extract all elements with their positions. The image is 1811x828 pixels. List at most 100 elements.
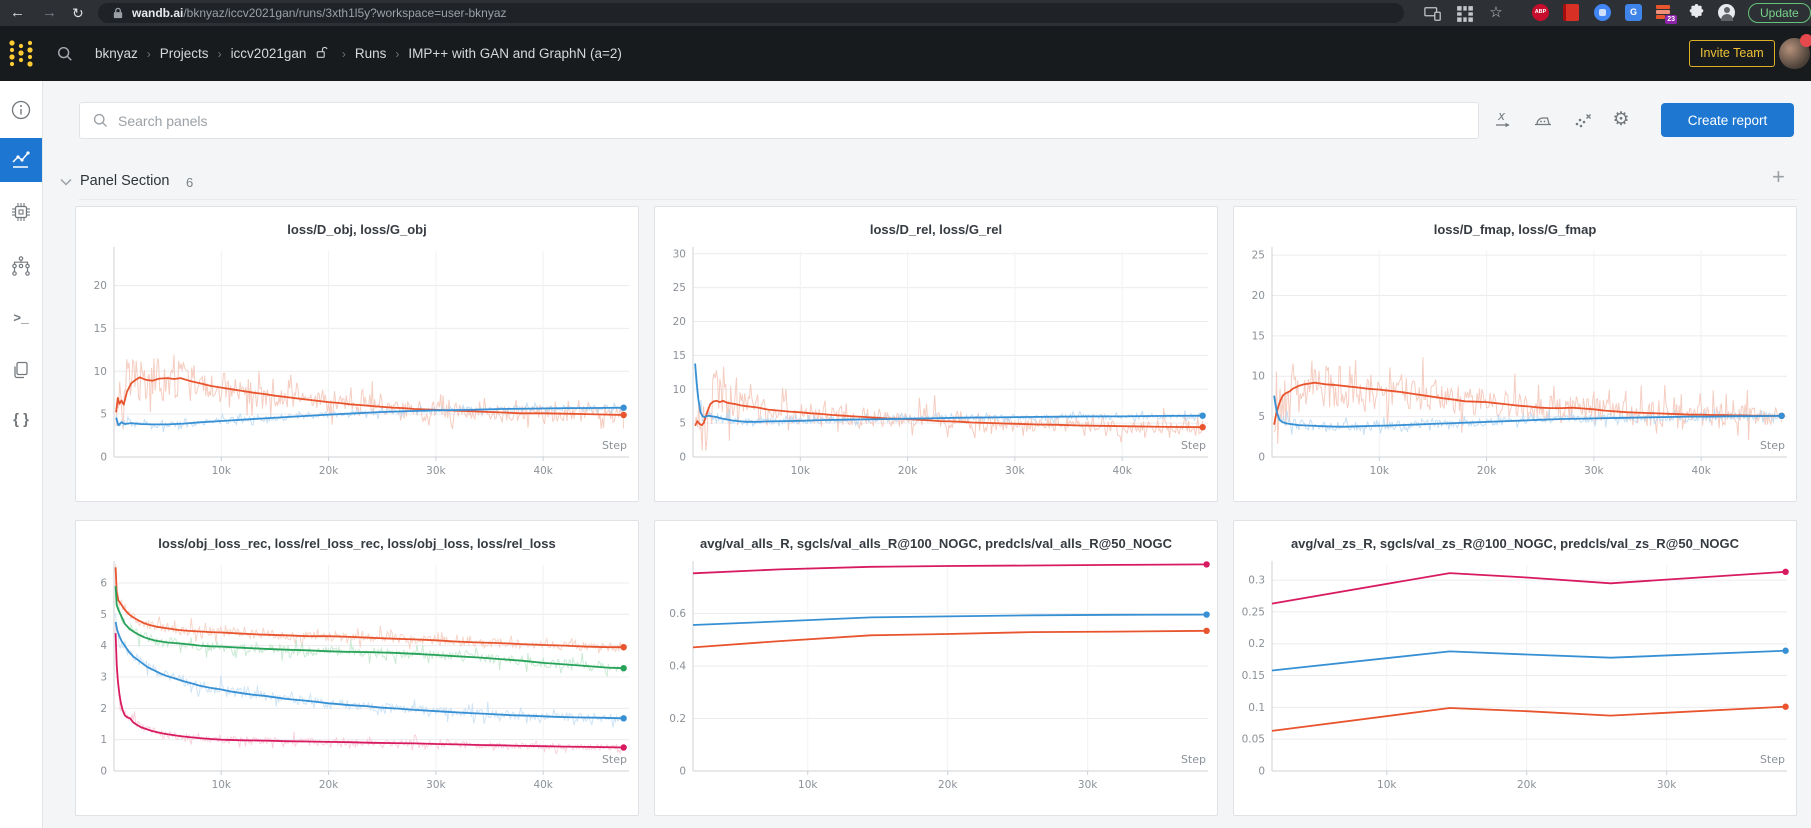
- browser-profile-avatar[interactable]: [1718, 4, 1735, 21]
- svg-text:20k: 20k: [319, 465, 339, 477]
- puzzle-extensions-icon[interactable]: [1688, 4, 1705, 21]
- bookmark-star-icon[interactable]: ☆: [1489, 4, 1503, 21]
- breadcrumb-user[interactable]: bknyaz: [95, 46, 138, 61]
- sidebar-item-logs[interactable]: >_: [0, 311, 42, 326]
- svg-text:10k: 10k: [212, 465, 232, 477]
- svg-text:30k: 30k: [1584, 465, 1604, 477]
- translate-extension-icon[interactable]: G: [1625, 4, 1642, 21]
- chart-plot[interactable]: 0 5 10 15 20 10k 20k 30k 40k Step: [76, 239, 638, 491]
- address-bar[interactable]: wandb.ai/bknyaz/iccv2021gan/runs/3xth1l5…: [98, 3, 1404, 23]
- svg-text:30k: 30k: [1005, 465, 1025, 477]
- settings-gear-icon[interactable]: ⚙: [1612, 109, 1630, 130]
- sidebar-item-charts[interactable]: [0, 138, 42, 182]
- sidebar-item-overview[interactable]: [0, 99, 42, 121]
- svg-text:0.6: 0.6: [669, 608, 686, 620]
- wandb-navbar: bknyaz › Projects › iccv2021gan › Runs › IMP++ …: [0, 26, 1811, 81]
- adblock-extension-icon[interactable]: ABP: [1532, 4, 1549, 21]
- blue-extension-icon[interactable]: [1594, 4, 1611, 21]
- svg-text:6: 6: [100, 577, 107, 589]
- svg-text:1: 1: [100, 734, 107, 746]
- svg-text:10: 10: [673, 384, 686, 396]
- search-icon: [93, 113, 107, 127]
- browser-forward-icon[interactable]: →: [42, 4, 57, 21]
- svg-text:0.2: 0.2: [669, 713, 686, 725]
- extension-badge: 23: [1665, 15, 1677, 24]
- smoothing-icon[interactable]: [1531, 108, 1555, 132]
- svg-text:0: 0: [1258, 452, 1265, 464]
- svg-text:Step: Step: [1760, 753, 1785, 766]
- svg-text:0.25: 0.25: [1242, 606, 1265, 618]
- chart-title: loss/D_rel, loss/G_rel: [869, 222, 1003, 237]
- svg-text:30k: 30k: [1078, 779, 1098, 791]
- nav-search-icon[interactable]: [56, 45, 74, 63]
- svg-text:5: 5: [100, 409, 107, 421]
- sidebar-item-system[interactable]: [0, 201, 42, 223]
- browser-back-icon[interactable]: ←: [10, 4, 25, 21]
- notification-badge: [1800, 34, 1811, 47]
- svg-text:3: 3: [100, 671, 107, 683]
- svg-text:4: 4: [100, 640, 107, 652]
- svg-text:0.3: 0.3: [1248, 575, 1265, 587]
- chart-plot[interactable]: 0 0.2 0.4 0.6 10k 20k 30k Step: [655, 553, 1217, 805]
- create-report-button[interactable]: Create report: [1661, 103, 1794, 137]
- chevron-down-icon[interactable]: [60, 178, 72, 186]
- notifier-extension-icon[interactable]: 23: [1656, 4, 1677, 24]
- svg-text:20: 20: [1252, 290, 1265, 302]
- breadcrumb-separator: ›: [146, 47, 151, 61]
- search-panels-input[interactable]: [79, 102, 1479, 139]
- chart-panel-val-zs[interactable]: avg/val_zs_R, sgcls/val_zs_R@100_NOGC, p…: [1233, 520, 1797, 816]
- svg-text:10k: 10k: [791, 465, 811, 477]
- apps-grid-icon[interactable]: [1456, 5, 1474, 23]
- panel-section-count: 6: [186, 175, 194, 190]
- svg-text:0.1: 0.1: [1248, 702, 1265, 714]
- invite-team-button[interactable]: Invite Team: [1689, 40, 1775, 67]
- svg-text:0.4: 0.4: [669, 661, 686, 673]
- svg-text:10k: 10k: [212, 779, 232, 791]
- chart-title: avg/val_alls_R, sgcls/val_alls_R@100_NOG…: [700, 536, 1172, 551]
- chart-plot[interactable]: 0 5 10 15 20 25 30 10k 20k 30k 40k Step: [655, 239, 1217, 491]
- breadcrumb-run-name[interactable]: IMP++ with GAN and GraphN (a=2): [408, 46, 622, 61]
- add-panel-icon[interactable]: +: [1772, 164, 1785, 189]
- panel-section-title[interactable]: Panel Section: [80, 173, 170, 189]
- svg-text:Step: Step: [602, 439, 627, 452]
- section-divider: [79, 199, 1797, 200]
- x-axis-settings-icon[interactable]: x: [1492, 108, 1516, 132]
- breadcrumb-projects[interactable]: Projects: [159, 46, 209, 61]
- sidebar-item-files[interactable]: [0, 359, 42, 381]
- svg-text:15: 15: [673, 350, 686, 362]
- bookmark-extension-icon[interactable]: [1563, 4, 1579, 21]
- svg-text:Step: Step: [1181, 439, 1206, 452]
- svg-text:5: 5: [679, 418, 686, 430]
- chart-plot[interactable]: 0 5 10 15 20 25 10k 20k 30k 40k Step: [1234, 239, 1796, 491]
- chart-plot[interactable]: 0 0.05 0.1 0.15 0.2 0.25 0.3 10k 20k 30k Step: [1234, 553, 1796, 805]
- chart-title: avg/val_zs_R, sgcls/val_zs_R@100_NOGC, p…: [1290, 536, 1740, 551]
- run-sidebar: >_ { }: [0, 81, 43, 828]
- breadcrumb-runs[interactable]: Runs: [354, 46, 387, 61]
- outliers-icon[interactable]: [1571, 108, 1595, 132]
- chart-plot[interactable]: 0 1 2 3 4 5 6 10k 20k 30k 40k Step: [76, 553, 638, 805]
- svg-text:40k: 40k: [533, 465, 553, 477]
- svg-text:15: 15: [94, 323, 107, 335]
- chart-panel-d-rel-g-rel[interactable]: loss/D_rel, loss/G_rel 0 5 10 15 20 25 30 10k 20…: [654, 206, 1218, 502]
- browser-toolbar: ← → ↻ wandb.ai/bknyaz/iccv2021gan/runs/3…: [0, 0, 1811, 26]
- svg-text:0: 0: [100, 452, 107, 464]
- browser-reload-icon[interactable]: ↻: [72, 5, 84, 21]
- svg-text:30k: 30k: [426, 465, 446, 477]
- sidebar-item-model[interactable]: [0, 255, 42, 277]
- svg-text:40k: 40k: [1112, 465, 1132, 477]
- chart-panel-val-alls[interactable]: avg/val_alls_R, sgcls/val_alls_R@100_NOG…: [654, 520, 1218, 816]
- chart-panel-losses[interactable]: loss/obj_loss_rec, loss/rel_loss_rec, lo…: [75, 520, 639, 816]
- devices-icon[interactable]: [1424, 5, 1442, 23]
- svg-text:0: 0: [679, 452, 686, 464]
- wandb-logo[interactable]: [6, 39, 38, 69]
- sidebar-item-config[interactable]: { }: [0, 411, 42, 428]
- url-text: wandb.ai/bknyaz/iccv2021gan/runs/3xth1l5…: [132, 6, 507, 20]
- breadcrumb-project[interactable]: iccv2021gan: [230, 46, 307, 61]
- svg-text:25: 25: [1252, 250, 1265, 262]
- svg-text:20k: 20k: [1477, 465, 1497, 477]
- browser-update-button[interactable]: Update: [1748, 3, 1811, 23]
- svg-text:0.15: 0.15: [1242, 670, 1265, 682]
- chart-panel-d-fmap-g-fmap[interactable]: loss/D_fmap, loss/G_fmap 0 5 10 15 20 25 10k 20…: [1233, 206, 1797, 502]
- chart-panel-d-obj-g-obj[interactable]: loss/D_obj, loss/G_obj 0 5 10 15 20 10k 20k 30k…: [75, 206, 639, 502]
